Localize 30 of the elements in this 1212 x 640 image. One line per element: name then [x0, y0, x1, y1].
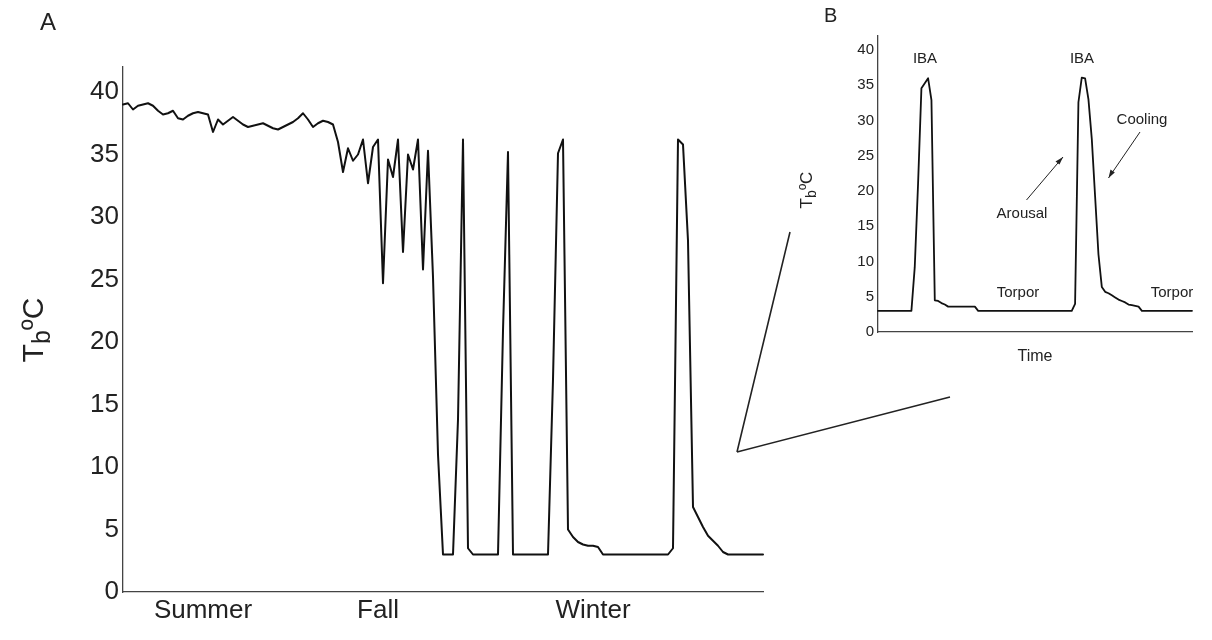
y-tick-label: 5: [104, 512, 119, 543]
y-tick-label: 0: [865, 322, 874, 340]
y-tick-label: 30: [857, 110, 874, 128]
y-tick-label: 10: [90, 450, 119, 481]
y-tick-label: 35: [90, 137, 119, 168]
annotation: IBA: [1069, 48, 1095, 66]
y-tick-label: 25: [90, 262, 119, 293]
annotation: Cooling: [1116, 109, 1168, 127]
y-tick-label: 35: [857, 75, 874, 93]
x-tick-label: Summer: [153, 593, 253, 624]
x-tick-label: Winter: [555, 593, 631, 624]
y-tick-label: 25: [857, 145, 874, 163]
y-tick-label: 10: [857, 251, 874, 269]
y-tick-label: 15: [857, 216, 874, 234]
y-tick-label: 30: [90, 200, 119, 231]
annotation: IBA: [912, 48, 938, 66]
x-axis-title: Time: [1017, 346, 1053, 364]
y-tick-label: 15: [90, 387, 119, 418]
y-tick-label: 20: [90, 325, 119, 356]
annotation: Arousal: [996, 203, 1048, 221]
annotation: Torpor: [996, 282, 1040, 300]
y-tick-label: 40: [90, 75, 119, 106]
y-tick-label: 5: [865, 286, 874, 304]
x-tick-label: Fall: [357, 593, 399, 624]
chart-title: A: [40, 8, 57, 36]
chart-title: B: [824, 4, 838, 27]
annotation: Torpor: [1150, 282, 1194, 300]
y-tick-label: 0: [104, 575, 119, 606]
y-tick-label: 20: [857, 181, 874, 199]
y-tick-label: 40: [857, 40, 874, 58]
